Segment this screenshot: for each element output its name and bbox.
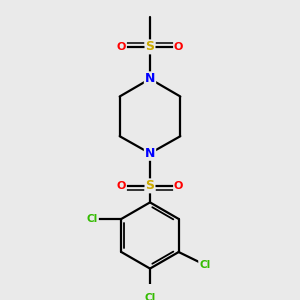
Text: N: N	[145, 147, 155, 160]
Text: S: S	[146, 40, 154, 53]
Text: S: S	[146, 179, 154, 192]
Text: Cl: Cl	[87, 214, 98, 224]
Text: Cl: Cl	[199, 260, 210, 270]
Text: O: O	[174, 42, 183, 52]
Text: O: O	[174, 181, 183, 191]
Text: Cl: Cl	[144, 292, 156, 300]
Text: O: O	[117, 181, 126, 191]
Text: N: N	[145, 72, 155, 86]
Text: O: O	[117, 42, 126, 52]
